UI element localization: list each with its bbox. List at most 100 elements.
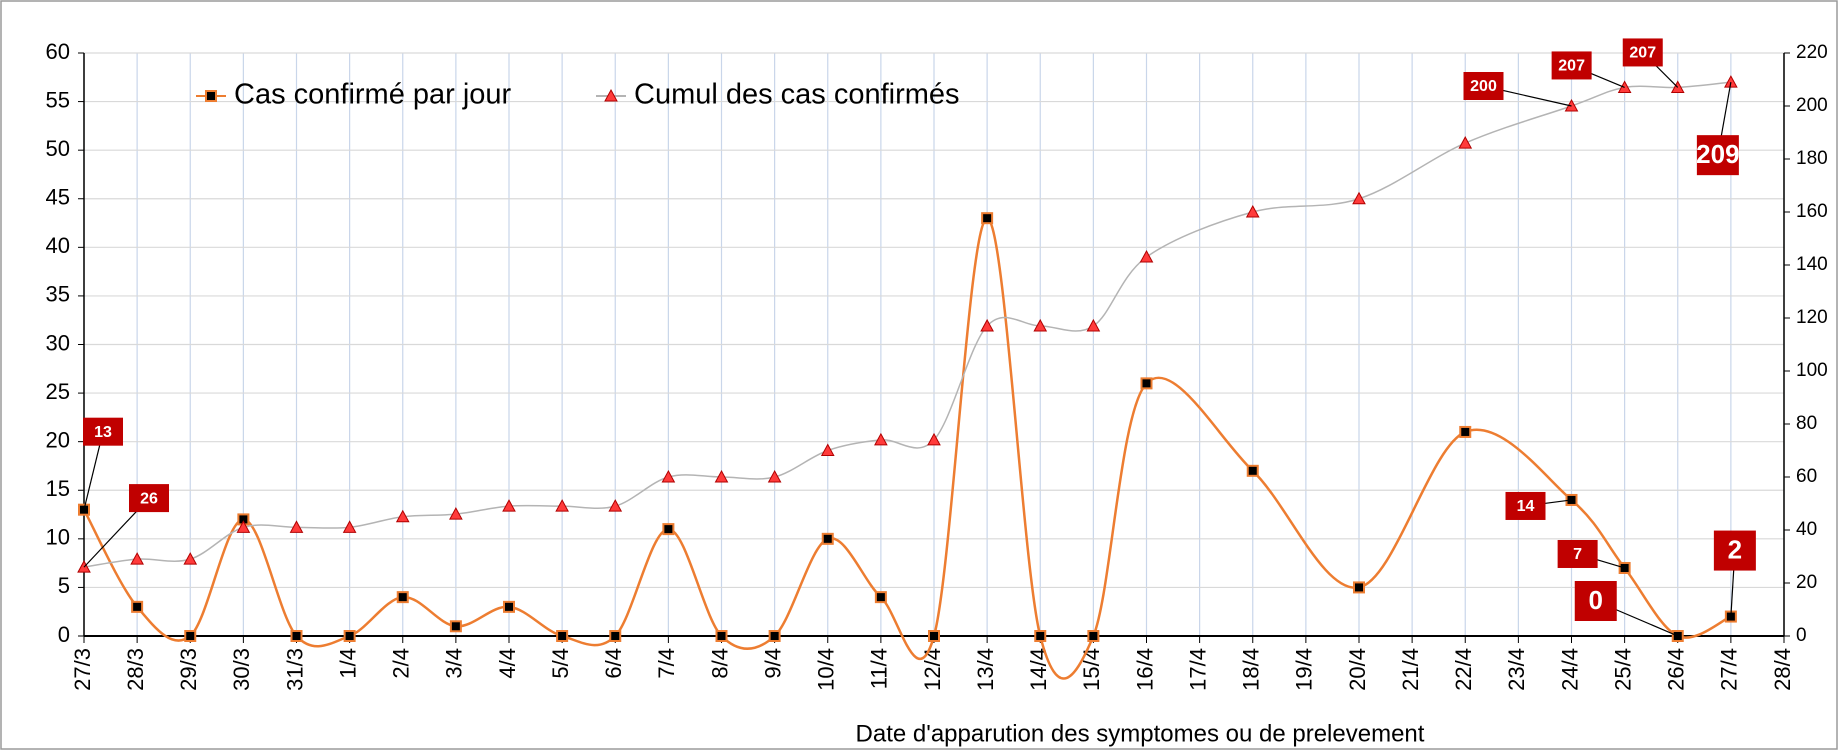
x-axis-title: Date d'apparution des symptomes ou de pr… — [856, 720, 1425, 747]
data-label: 14 — [1517, 498, 1535, 515]
x-tick-label: 24/4 — [1557, 648, 1582, 691]
label-box — [1551, 51, 1592, 80]
x-tick-label: 21/4 — [1398, 648, 1423, 691]
x-tick-label: 7/4 — [654, 648, 679, 679]
x-tick-label: 30/3 — [229, 648, 254, 691]
y-tick-label: 40 — [46, 233, 70, 258]
point — [184, 630, 197, 642]
y2-tick-label: 40 — [1796, 519, 1817, 540]
point — [981, 212, 994, 225]
x-tick-label: 23/4 — [1504, 648, 1529, 691]
point — [1034, 630, 1047, 642]
legend-marker — [205, 90, 217, 102]
point — [715, 630, 728, 642]
point — [449, 507, 463, 520]
point — [768, 630, 781, 642]
x-tick-label: 28/3 — [123, 648, 148, 691]
legend-marker — [604, 88, 618, 102]
x-tick-label: 15/4 — [1079, 648, 1104, 691]
x-tick-label: 18/4 — [1239, 648, 1264, 691]
data-label: 209 — [1696, 139, 1739, 169]
point — [928, 630, 940, 642]
point — [449, 620, 462, 633]
x-tick-label: 16/4 — [1132, 648, 1157, 691]
x-tick-label: 28/4 — [1770, 648, 1795, 691]
label-box — [1622, 38, 1663, 67]
y2-tick-label: 220 — [1796, 42, 1828, 63]
data-label: 200 — [1470, 78, 1497, 95]
point — [820, 443, 835, 456]
x-tick-label: 31/3 — [282, 648, 307, 691]
point — [608, 499, 623, 512]
y-tick-label: 5 — [58, 573, 70, 598]
y-tick-label: 15 — [46, 476, 70, 501]
point — [767, 469, 782, 483]
y-tick-label: 45 — [46, 185, 70, 210]
point — [1246, 464, 1259, 477]
label-box — [1557, 539, 1598, 568]
x-tick-label: 25/4 — [1610, 648, 1635, 691]
label-box — [1505, 491, 1546, 520]
y-tick-label: 30 — [46, 330, 70, 355]
y2-tick-label: 80 — [1796, 413, 1817, 434]
point — [1086, 318, 1101, 332]
data-label: 2 — [1728, 534, 1742, 564]
data-label: 7 — [1573, 546, 1582, 563]
point — [396, 591, 409, 604]
point — [1353, 581, 1365, 594]
point — [1724, 75, 1738, 88]
y2-tick-label: 200 — [1796, 95, 1828, 116]
x-tick-label: 19/4 — [1292, 648, 1317, 691]
x-tick-label: 5/4 — [548, 648, 573, 679]
point — [662, 523, 675, 536]
x-tick-label: 1/4 — [335, 648, 360, 679]
y2-tick-label: 0 — [1796, 625, 1807, 646]
x-tick-label: 14/4 — [1026, 648, 1051, 691]
point — [1087, 630, 1100, 642]
label-box — [1713, 530, 1756, 571]
y2-tick-label: 20 — [1796, 572, 1817, 593]
point — [503, 600, 515, 613]
label-box — [1463, 72, 1504, 100]
x-tick-label: 2/4 — [389, 648, 414, 679]
data-label: 207 — [1558, 58, 1585, 75]
y-tick-label: 0 — [58, 622, 70, 647]
point — [290, 630, 303, 642]
point — [1458, 136, 1473, 149]
label-box — [83, 417, 123, 446]
y2-tick-label: 140 — [1796, 254, 1828, 275]
point — [874, 432, 888, 446]
y-tick-label: 20 — [46, 427, 70, 452]
y2-tick-label: 60 — [1796, 466, 1817, 487]
y2-tick-label: 100 — [1796, 360, 1828, 381]
data-label: 26 — [140, 490, 158, 507]
y-tick-label: 10 — [46, 525, 70, 550]
data-label: 0 — [1589, 585, 1603, 615]
y-tick-label: 35 — [46, 282, 70, 307]
point — [1139, 250, 1154, 263]
x-tick-label: 11/4 — [867, 648, 892, 689]
point — [342, 520, 357, 533]
y-tick-label: 25 — [46, 379, 70, 404]
legend-label: Cas confirmé par jour — [234, 79, 512, 111]
x-tick-label: 20/4 — [1345, 648, 1370, 691]
x-tick-label: 26/4 — [1664, 648, 1689, 691]
label-box — [1574, 581, 1617, 621]
x-tick-label: 27/4 — [1717, 648, 1742, 691]
point — [130, 552, 144, 565]
point — [1459, 425, 1472, 438]
legend-label: Cumul des cas confirmés — [634, 79, 960, 111]
point — [874, 591, 887, 604]
x-tick-label: 8/4 — [707, 648, 732, 679]
x-tick-label: 12/4 — [920, 648, 945, 691]
x-tick-label: 4/4 — [495, 648, 520, 679]
point — [1352, 191, 1366, 205]
series-line — [83, 81, 1731, 568]
point — [502, 499, 516, 512]
x-tick-label: 13/4 — [973, 648, 998, 691]
point — [289, 520, 304, 533]
point — [78, 503, 90, 516]
point — [609, 630, 622, 642]
